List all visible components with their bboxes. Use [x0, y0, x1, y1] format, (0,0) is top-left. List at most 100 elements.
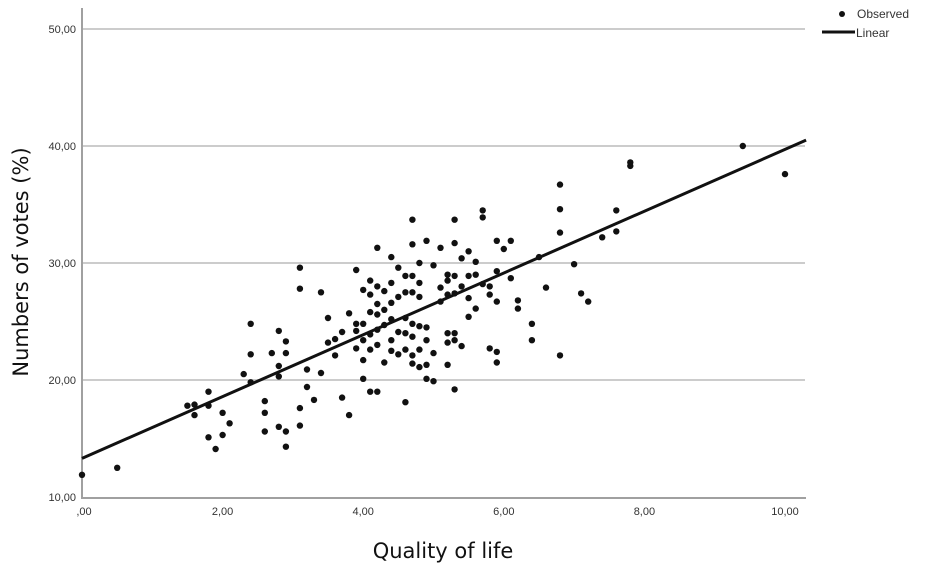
data-point — [451, 337, 458, 344]
data-point — [296, 285, 304, 292]
data-point — [303, 383, 311, 391]
data-point — [402, 346, 409, 353]
data-point — [627, 162, 634, 170]
data-point — [388, 299, 395, 306]
data-point — [451, 330, 458, 337]
data-point — [395, 328, 402, 336]
data-point — [409, 272, 416, 280]
data-point — [472, 305, 479, 312]
data-point — [219, 409, 226, 416]
data-point — [353, 345, 360, 352]
data-point — [514, 305, 522, 312]
data-point — [458, 255, 465, 262]
data-point — [367, 346, 374, 353]
data-point — [451, 216, 458, 223]
data-point — [472, 271, 479, 278]
gridlines — [83, 28, 805, 381]
x-tick-labels: ,00 2,00 4,00 6,00 8,00 10,00 — [76, 506, 798, 518]
data-point — [296, 422, 304, 429]
linear-fit-line — [81, 138, 807, 460]
data-point — [444, 339, 451, 346]
y-tick-label: 30,00 — [48, 258, 76, 270]
data-point — [353, 266, 360, 274]
x-axis-title: Quality of life — [373, 539, 514, 563]
x-tick-label: ,00 — [76, 506, 91, 518]
data-point — [402, 399, 409, 406]
data-point — [381, 287, 388, 295]
data-point — [324, 339, 332, 346]
data-point — [556, 206, 564, 213]
data-point — [282, 338, 290, 345]
data-point — [507, 275, 514, 282]
data-point — [261, 409, 268, 416]
data-point — [556, 352, 564, 359]
data-point — [493, 359, 500, 366]
data-point — [205, 388, 212, 395]
x-tick-label: 8,00 — [634, 506, 655, 518]
data-point — [381, 306, 388, 313]
x-tick-label: 4,00 — [352, 506, 373, 518]
data-point — [360, 337, 367, 344]
data-point — [556, 181, 564, 188]
y-tick-label: 20,00 — [48, 375, 76, 387]
data-point — [240, 370, 247, 378]
data-point — [430, 349, 437, 357]
data-point — [437, 244, 444, 251]
data-point — [296, 264, 304, 271]
data-point — [493, 237, 500, 244]
data-point — [423, 375, 430, 382]
data-point — [226, 420, 233, 427]
data-point — [114, 464, 121, 471]
data-point — [261, 428, 268, 435]
data-point — [409, 333, 416, 340]
data-point — [542, 284, 550, 291]
x-tick-label: 10,00 — [771, 506, 799, 518]
data-point — [451, 272, 458, 280]
data-point — [423, 324, 430, 331]
data-point — [507, 237, 514, 244]
data-point — [367, 388, 374, 395]
data-point — [78, 471, 86, 478]
data-point — [486, 291, 493, 298]
data-point — [388, 253, 395, 261]
data-point — [430, 262, 437, 269]
legend-linear-label: Linear — [856, 26, 889, 40]
data-point — [479, 207, 486, 214]
data-point — [493, 268, 500, 275]
data-point — [613, 207, 620, 214]
data-point — [317, 369, 325, 377]
data-point — [423, 237, 430, 244]
data-point — [219, 431, 226, 439]
data-point — [444, 271, 451, 278]
data-point — [282, 443, 290, 450]
data-point — [367, 291, 374, 298]
data-point — [409, 320, 416, 327]
data-point — [374, 311, 381, 318]
data-point — [465, 294, 472, 302]
data-point — [324, 314, 332, 322]
data-point — [261, 397, 268, 405]
data-point — [465, 248, 472, 255]
data-point — [486, 345, 493, 352]
data-point — [374, 300, 381, 308]
data-point — [444, 277, 451, 284]
data-point — [416, 346, 423, 353]
data-point — [275, 362, 282, 370]
data-point — [275, 423, 282, 430]
data-point — [781, 170, 789, 178]
data-point — [402, 330, 409, 337]
data-point — [416, 323, 423, 330]
data-point — [402, 289, 409, 296]
data-point — [613, 228, 620, 235]
data-point — [388, 279, 395, 287]
data-point — [360, 356, 367, 364]
data-point — [212, 445, 219, 453]
data-point — [416, 259, 423, 267]
y-tick-label: 40,00 — [48, 141, 76, 153]
data-point — [465, 313, 472, 320]
data-point — [472, 258, 479, 265]
data-point — [247, 351, 254, 358]
data-point — [458, 283, 465, 290]
fit-line — [81, 138, 807, 460]
